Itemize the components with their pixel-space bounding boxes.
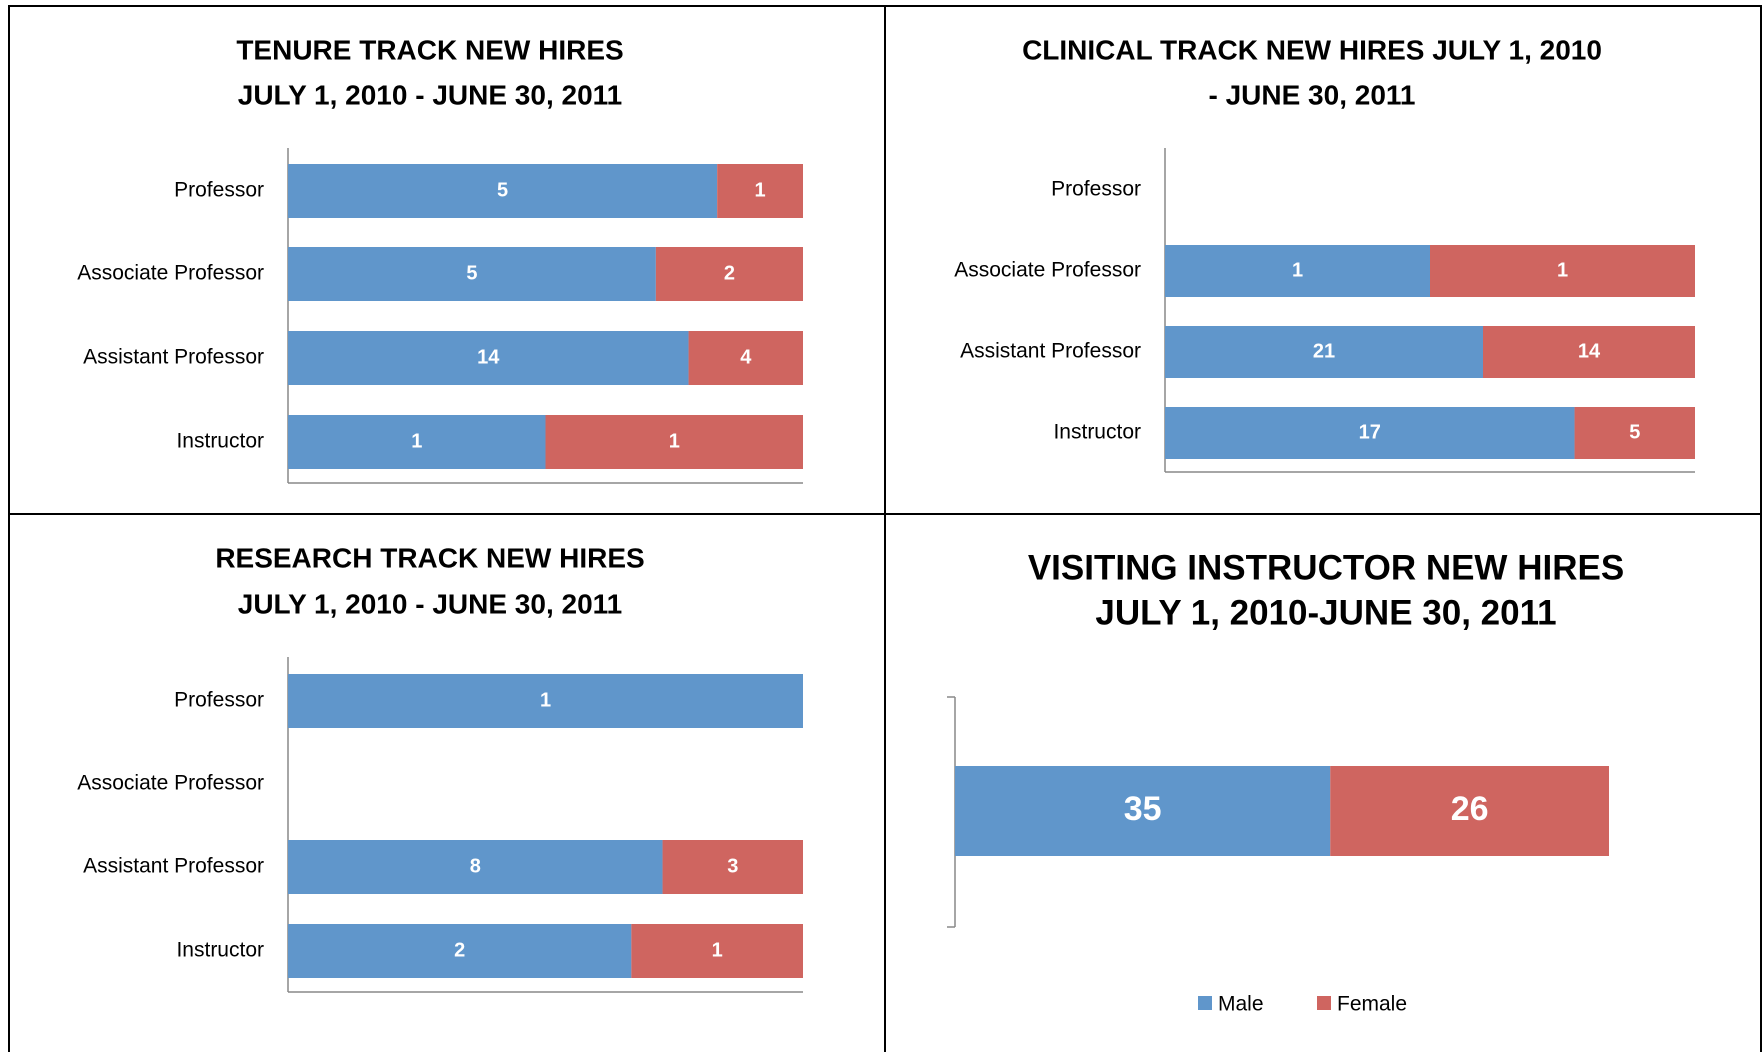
value-label: 14 bbox=[1578, 340, 1601, 362]
bar bbox=[631, 924, 803, 978]
bar bbox=[545, 415, 803, 469]
chart-title: - JUNE 30, 2011 bbox=[1208, 79, 1415, 110]
value-label: 1 bbox=[755, 179, 766, 201]
legend-label: Female bbox=[1337, 993, 1407, 1016]
frame bbox=[8, 5, 1762, 1052]
bar bbox=[655, 247, 803, 301]
legend-swatch bbox=[1317, 996, 1331, 1010]
value-label: 17 bbox=[1359, 421, 1381, 443]
y-tick-label: Assistant Professor bbox=[83, 855, 264, 878]
value-label: 26 bbox=[1451, 790, 1489, 828]
chart-title: VISITING INSTRUCTOR NEW HIRES bbox=[1028, 548, 1624, 587]
chart-title: CLINICAL TRACK NEW HIRES JULY 1, 2010 bbox=[1022, 34, 1602, 65]
value-label: 2 bbox=[724, 262, 735, 284]
value-label: 1 bbox=[712, 939, 723, 961]
legend-swatch bbox=[1198, 996, 1212, 1010]
y-tick-label: Instructor bbox=[176, 430, 264, 453]
value-label: 3 bbox=[727, 855, 738, 877]
y-tick-label: Assistant Professor bbox=[83, 346, 264, 369]
bar bbox=[1330, 766, 1609, 856]
bar bbox=[1165, 407, 1575, 459]
bar bbox=[1165, 245, 1430, 297]
bar bbox=[1574, 407, 1695, 459]
bar bbox=[288, 247, 656, 301]
bar bbox=[1165, 326, 1483, 378]
bar bbox=[288, 924, 632, 978]
y-tick-label: Instructor bbox=[1053, 421, 1141, 444]
y-tick-label: Associate Professor bbox=[954, 259, 1141, 282]
chart-title: TENURE TRACK NEW HIRES bbox=[236, 34, 623, 65]
value-label: 4 bbox=[740, 346, 752, 368]
value-label: 1 bbox=[669, 430, 680, 452]
value-label: 14 bbox=[477, 346, 500, 368]
value-label: 1 bbox=[411, 430, 422, 452]
y-tick-label: Professor bbox=[1051, 178, 1141, 201]
y-tick-label: Professor bbox=[174, 179, 264, 202]
bar bbox=[1430, 245, 1695, 297]
bar bbox=[955, 766, 1331, 856]
value-label: 21 bbox=[1313, 340, 1335, 362]
value-label: 35 bbox=[1124, 790, 1162, 828]
y-tick-label: Assistant Professor bbox=[960, 340, 1141, 363]
bar bbox=[717, 164, 803, 218]
value-label: 5 bbox=[1629, 421, 1640, 443]
y-tick-label: Associate Professor bbox=[77, 262, 264, 285]
chart-title: JULY 1, 2010-JUNE 30, 2011 bbox=[1095, 593, 1556, 632]
bar bbox=[288, 331, 689, 385]
value-label: 8 bbox=[470, 855, 481, 877]
y-tick-label: Associate Professor bbox=[77, 772, 264, 795]
y-tick-label: Professor bbox=[174, 689, 264, 712]
bar bbox=[662, 840, 803, 894]
chart-title: JULY 1, 2010 - JUNE 30, 2011 bbox=[238, 79, 623, 110]
chart-title: RESEARCH TRACK NEW HIRES bbox=[215, 542, 644, 573]
value-label: 1 bbox=[1292, 259, 1303, 281]
legend-label: Male bbox=[1218, 993, 1264, 1016]
chart-title: JULY 1, 2010 - JUNE 30, 2011 bbox=[238, 588, 623, 619]
value-label: 5 bbox=[497, 179, 508, 201]
value-label: 1 bbox=[540, 689, 551, 711]
value-label: 2 bbox=[454, 939, 465, 961]
bar bbox=[288, 840, 663, 894]
value-label: 1 bbox=[1557, 259, 1568, 281]
bar bbox=[288, 164, 718, 218]
bar bbox=[288, 674, 803, 728]
bar bbox=[288, 415, 546, 469]
value-label: 5 bbox=[466, 262, 477, 284]
bar bbox=[1483, 326, 1695, 378]
y-tick-label: Instructor bbox=[176, 939, 264, 962]
bar bbox=[688, 331, 803, 385]
